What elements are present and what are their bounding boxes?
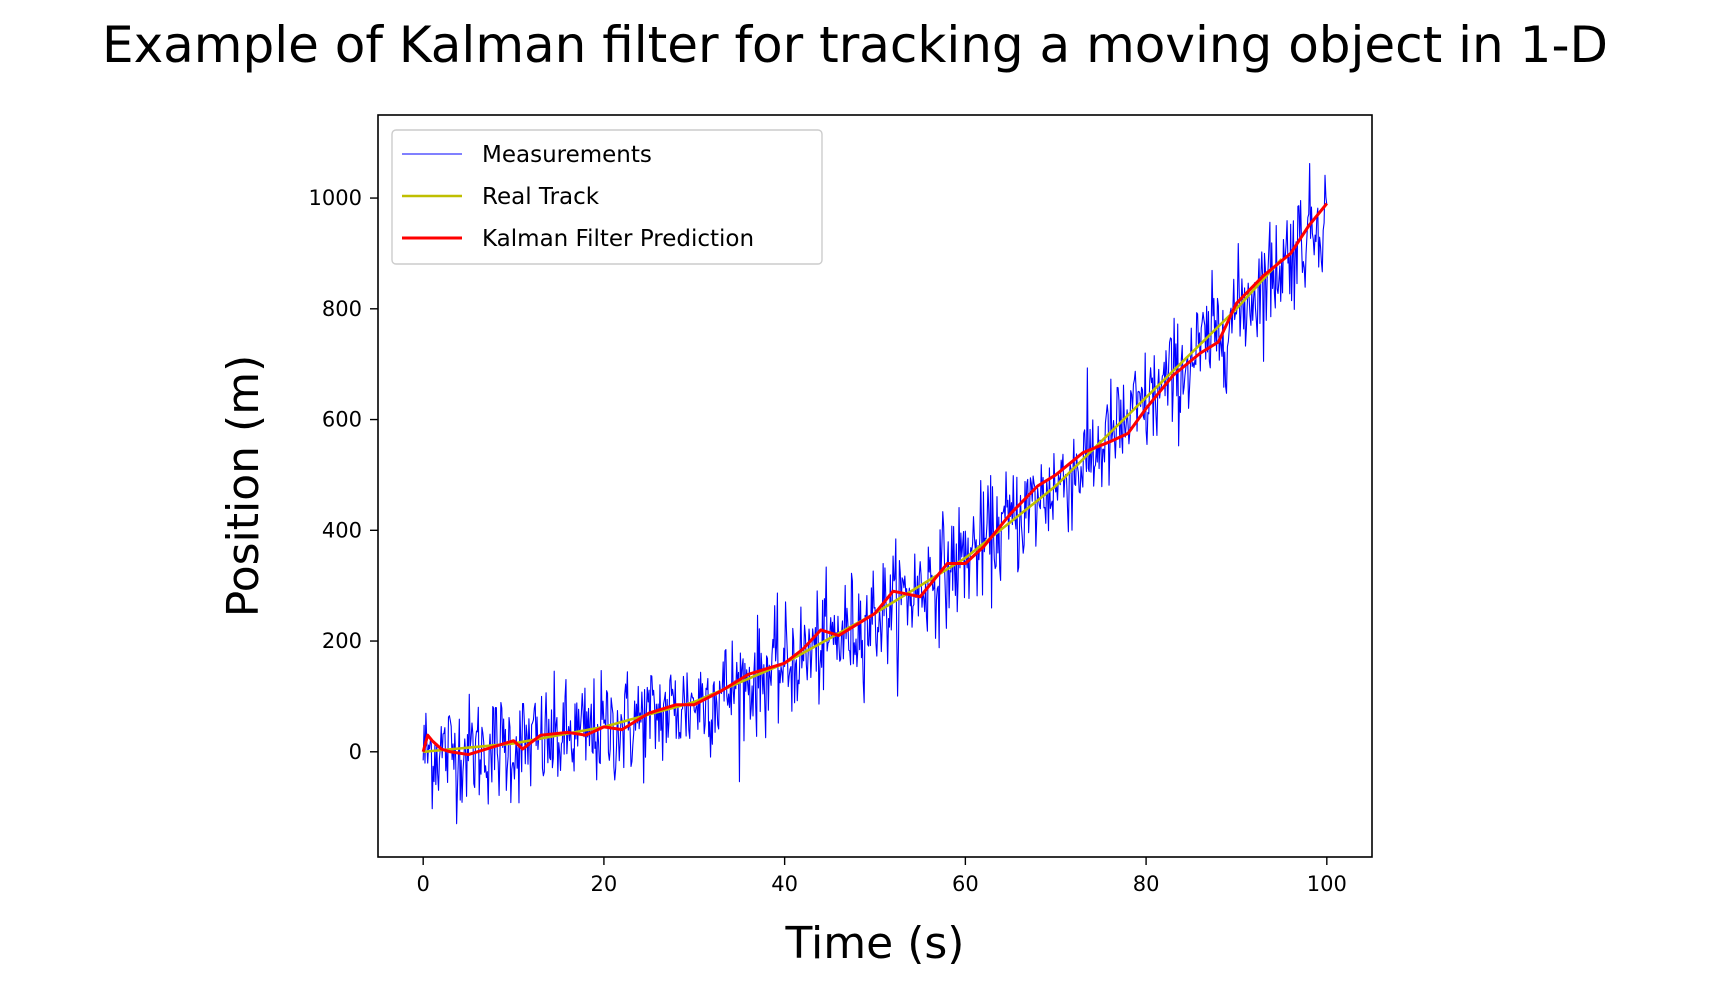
y-tick-label: 400 [322,518,362,542]
x-axis: 0 20 40 60 80 100 [416,857,1347,896]
x-tick-label: 0 [416,872,429,896]
x-tick-label: 20 [591,872,618,896]
series-layer [421,162,1328,825]
series-kalman-prediction [421,202,1328,757]
y-tick-label: 800 [322,297,362,321]
legend-label-kalman-prediction: Kalman Filter Prediction [482,226,754,252]
x-tick-label: 40 [771,872,798,896]
y-axis: 0 200 400 600 800 1000 [309,186,378,764]
y-tick-label: 0 [349,740,362,764]
x-tick-label: 100 [1307,872,1347,896]
legend-label-measurements: Measurements [482,142,652,168]
chart-title: Example of Kalman filter for tracking a … [102,16,1608,74]
y-tick-label: 600 [322,408,362,432]
y-tick-label: 200 [322,629,362,653]
x-tick-label: 60 [952,872,979,896]
y-axis-label: Position (m) [218,355,269,618]
series-real-track [423,258,1283,754]
legend: Measurements Real Track Kalman Filter Pr… [391,129,823,265]
y-tick-label: 1000 [309,186,362,210]
legend-label-real-track: Real Track [482,184,600,210]
x-tick-label: 80 [1133,872,1160,896]
series-measurements [422,162,1328,825]
legend-frame [391,129,823,265]
plot-frame [377,114,1373,858]
x-axis-label: Time (s) [785,918,965,969]
